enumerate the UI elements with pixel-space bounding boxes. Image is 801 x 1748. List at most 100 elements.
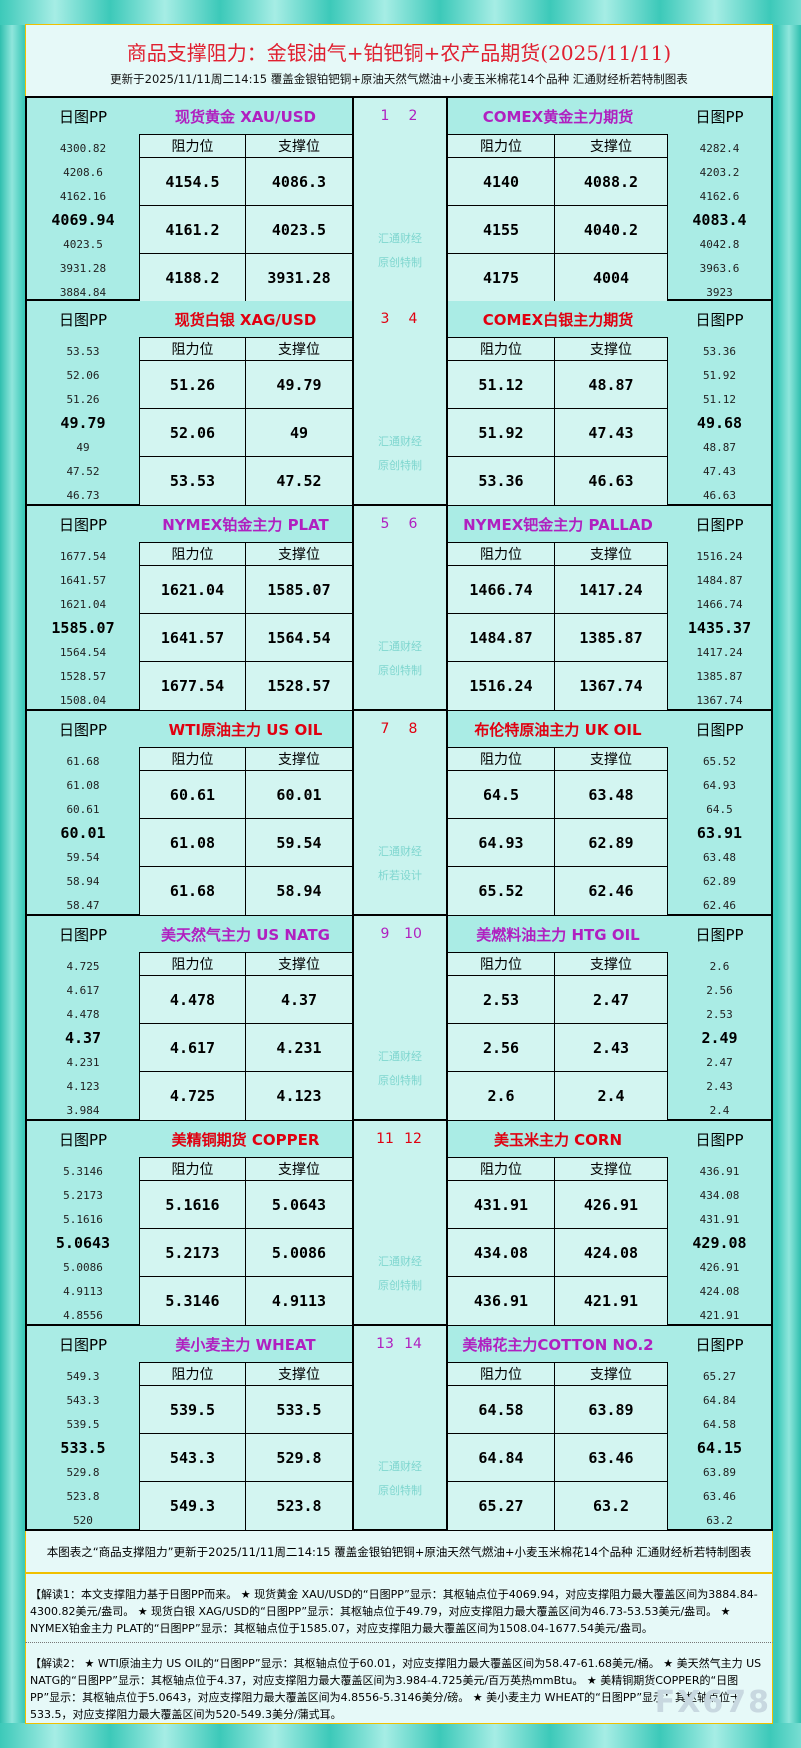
pp-level-value: 63.89 bbox=[702, 1465, 737, 1479]
resistance-value: 436.91 bbox=[448, 1277, 555, 1325]
support-header: 支撑位 bbox=[555, 1157, 668, 1181]
number-left: 7 bbox=[380, 721, 390, 737]
support-value: 4004 bbox=[555, 254, 668, 302]
pp-label: 日图PP bbox=[58, 310, 108, 329]
middle-column bbox=[352, 506, 448, 709]
support-value: 2.4 bbox=[555, 1072, 668, 1120]
watermark-line1: 汇通财经 bbox=[378, 435, 422, 448]
support-header: 支撑位 bbox=[555, 1362, 668, 1386]
watermark-line2: 原创特制 bbox=[378, 1279, 422, 1292]
pp-level-value: 4282.4 bbox=[699, 141, 740, 155]
pp-level-value: 64.93 bbox=[702, 778, 737, 792]
pp-label: 日图PP bbox=[58, 515, 108, 534]
pp-level-value: 46.63 bbox=[702, 488, 737, 502]
middle-column bbox=[352, 301, 448, 504]
pp-level-value: 4023.5 bbox=[63, 237, 103, 251]
commodity-name: 美精铜期货 COPPER bbox=[171, 1130, 320, 1149]
commodity-name: 现货白银 XAG/USD bbox=[174, 310, 317, 329]
number-left: 1 bbox=[380, 108, 390, 124]
pp-level-value: 549.3 bbox=[66, 1369, 100, 1383]
middle-column bbox=[352, 98, 448, 301]
pivot-point-value: 1435.37 bbox=[687, 619, 752, 637]
pp-level-value: 4.478 bbox=[66, 1007, 100, 1021]
pp-level-value: 65.52 bbox=[702, 754, 737, 768]
commodity-name: NYMEX铂金主力 PLAT bbox=[162, 515, 329, 534]
top-border bbox=[0, 0, 801, 25]
pp-level-value: 434.08 bbox=[699, 1188, 740, 1202]
support-value: 48.87 bbox=[555, 361, 668, 409]
number-right: 10 bbox=[404, 926, 422, 942]
commodity-name: COMEX白银主力期货 bbox=[482, 310, 634, 329]
pp-label: 日图PP bbox=[58, 107, 108, 126]
pivot-point-value: 4069.94 bbox=[51, 211, 115, 229]
pp-level-value: 5.0086 bbox=[63, 1260, 103, 1274]
support-value: 46.63 bbox=[555, 457, 668, 505]
resistance-value: 60.61 bbox=[139, 771, 246, 819]
pp-level-value: 46.73 bbox=[66, 488, 100, 502]
pp-level-value: 65.27 bbox=[702, 1369, 737, 1383]
pp-level-value: 59.54 bbox=[66, 850, 100, 864]
pp-level-value: 61.68 bbox=[66, 754, 100, 768]
support-header: 支撑位 bbox=[246, 1362, 352, 1386]
resistance-value: 539.5 bbox=[139, 1386, 246, 1434]
support-value: 47.43 bbox=[555, 409, 668, 457]
resistance-value: 549.3 bbox=[139, 1482, 246, 1530]
pp-level-value: 1484.87 bbox=[696, 573, 743, 587]
pp-label: 日图PP bbox=[695, 720, 744, 739]
commodity-name: WTI原油主力 US OIL bbox=[168, 720, 323, 739]
pivot-point-value: 4083.4 bbox=[692, 211, 747, 229]
resistance-value: 64.5 bbox=[448, 771, 555, 819]
support-value: 63.48 bbox=[555, 771, 668, 819]
resistance-header: 阻力位 bbox=[139, 952, 246, 976]
watermark-line2: 原创特制 bbox=[378, 459, 422, 472]
pp-label: 日图PP bbox=[58, 925, 108, 944]
resistance-value: 61.68 bbox=[139, 867, 246, 915]
pp-level-value: 5.1616 bbox=[63, 1212, 103, 1226]
pp-level-value: 61.08 bbox=[66, 778, 100, 792]
pp-level-value: 1367.74 bbox=[696, 693, 743, 707]
support-value: 1367.74 bbox=[555, 662, 668, 710]
support-value: 4.231 bbox=[246, 1024, 352, 1072]
pp-level-value: 2.43 bbox=[706, 1079, 733, 1093]
middle-column bbox=[352, 1121, 448, 1324]
pp-level-value: 3923 bbox=[706, 285, 733, 299]
resistance-value: 4.478 bbox=[139, 976, 246, 1024]
pp-level-value: 1466.74 bbox=[696, 597, 743, 611]
support-value: 60.01 bbox=[246, 771, 352, 819]
pp-level-value: 53.36 bbox=[702, 344, 737, 358]
pivot-point-value: 429.08 bbox=[692, 1234, 747, 1252]
resistance-header: 阻力位 bbox=[139, 747, 246, 771]
pivot-point-value: 60.01 bbox=[60, 824, 106, 842]
blocks: 1 2 汇通财经 原创特制 日图PP 现货黄金 XAU/USD 4300.82 4208.6 4… bbox=[25, 96, 773, 1531]
watermark-line1: 汇通财经 bbox=[378, 845, 422, 858]
pp-level-value: 64.84 bbox=[702, 1393, 737, 1407]
pp-level-value: 2.47 bbox=[706, 1055, 733, 1069]
commodity-name: 美小麦主力 WHEAT bbox=[175, 1335, 316, 1354]
watermark-line1: 汇通财经 bbox=[378, 640, 422, 653]
pp-level-value: 1385.87 bbox=[696, 669, 743, 683]
commodity-block: 7 8 汇通财经 析若设计 日图PP WTI原油主力 US OIL 61.68 61.08 60… bbox=[25, 711, 773, 916]
resistance-value: 64.93 bbox=[448, 819, 555, 867]
resistance-value: 5.3146 bbox=[139, 1277, 246, 1325]
pp-level-value: 48.87 bbox=[702, 440, 737, 454]
pp-level-value: 1528.57 bbox=[59, 669, 107, 683]
support-value: 2.43 bbox=[555, 1024, 668, 1072]
support-value: 1585.07 bbox=[246, 566, 352, 614]
resistance-value: 2.56 bbox=[448, 1024, 555, 1072]
pp-level-value: 4.123 bbox=[66, 1079, 100, 1093]
watermark-line2: 析若设计 bbox=[378, 869, 422, 882]
pp-level-value: 58.94 bbox=[66, 874, 100, 888]
pp-level-value: 529.8 bbox=[66, 1465, 100, 1479]
resistance-value: 4.725 bbox=[139, 1072, 246, 1120]
note-1: 【解读1：本文支撑阻力基于日图PP而来。 ★ 现货黄金 XAU/USD的“日图P… bbox=[25, 1573, 773, 1643]
commodity-name: 美天然气主力 US NATG bbox=[161, 925, 330, 944]
commodity-block: 3 4 汇通财经 原创特制 日图PP 现货白银 XAG/USD 53.53 52.06 51.2… bbox=[25, 301, 773, 506]
support-value: 4.123 bbox=[246, 1072, 352, 1120]
pp-label: 日图PP bbox=[695, 107, 744, 126]
support-value: 424.08 bbox=[555, 1229, 668, 1277]
pp-level-value: 4.9113 bbox=[63, 1284, 103, 1298]
commodity-block: 5 6 汇通财经 原创特制 日图PP NYMEX铂金主力 PLAT 1677.54 1641.… bbox=[25, 506, 773, 711]
commodity-name: 美玉米主力 CORN bbox=[493, 1130, 623, 1149]
pp-level-value: 58.47 bbox=[66, 898, 100, 912]
commodity-name: COMEX黄金主力期货 bbox=[482, 107, 634, 126]
